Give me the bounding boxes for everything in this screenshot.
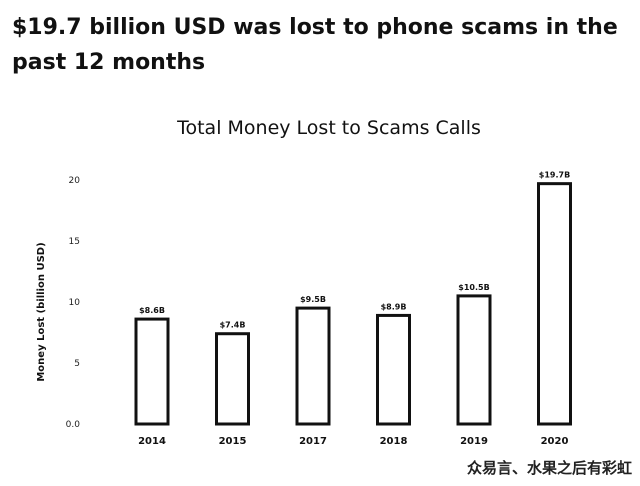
bar (215, 332, 250, 426)
data-label: $8.6B (139, 306, 165, 315)
y-tick-label: 10 (69, 298, 81, 308)
data-label: $8.9B (381, 302, 407, 311)
data-label: $9.5B (300, 295, 326, 304)
bars (134, 182, 572, 426)
x-tick-label: 2015 (219, 436, 247, 447)
bar (134, 317, 170, 426)
bar (295, 306, 331, 426)
y-ticks: 0.0 5 10 15 20 (66, 176, 81, 430)
category-labels: 2014 2015 2017 2018 2019 2020 (138, 436, 568, 447)
x-tick-label: 2020 (541, 436, 569, 447)
x-tick-label: 2019 (460, 436, 488, 447)
data-label: $19.7B (539, 171, 570, 180)
y-tick-label: 5 (74, 359, 80, 369)
headline: $19.7 billion USD was lost to phone scam… (12, 15, 618, 75)
bar-chart: Total Money Lost to Scams Calls Money Lo… (36, 117, 572, 447)
watermark: 众易言、水果之后有彩虹 (466, 459, 632, 477)
y-tick-label: 15 (69, 237, 80, 247)
x-tick-label: 2014 (138, 436, 166, 447)
y-tick-label: 20 (69, 176, 81, 186)
x-tick-label: 2018 (380, 436, 408, 447)
data-label: $10.5B (458, 283, 489, 292)
y-tick-label: 0.0 (66, 420, 81, 430)
data-labels: $8.6B $7.4B $9.5B $8.9B $10.5B $19.7B (139, 171, 570, 330)
data-label: $7.4B (220, 321, 246, 330)
bar (376, 313, 411, 426)
chart-title: Total Money Lost to Scams Calls (176, 117, 481, 139)
y-axis-label: Money Lost (billion USD) (36, 242, 47, 381)
x-tick-label: 2017 (299, 436, 327, 447)
bar (537, 182, 572, 426)
bar (456, 294, 492, 426)
